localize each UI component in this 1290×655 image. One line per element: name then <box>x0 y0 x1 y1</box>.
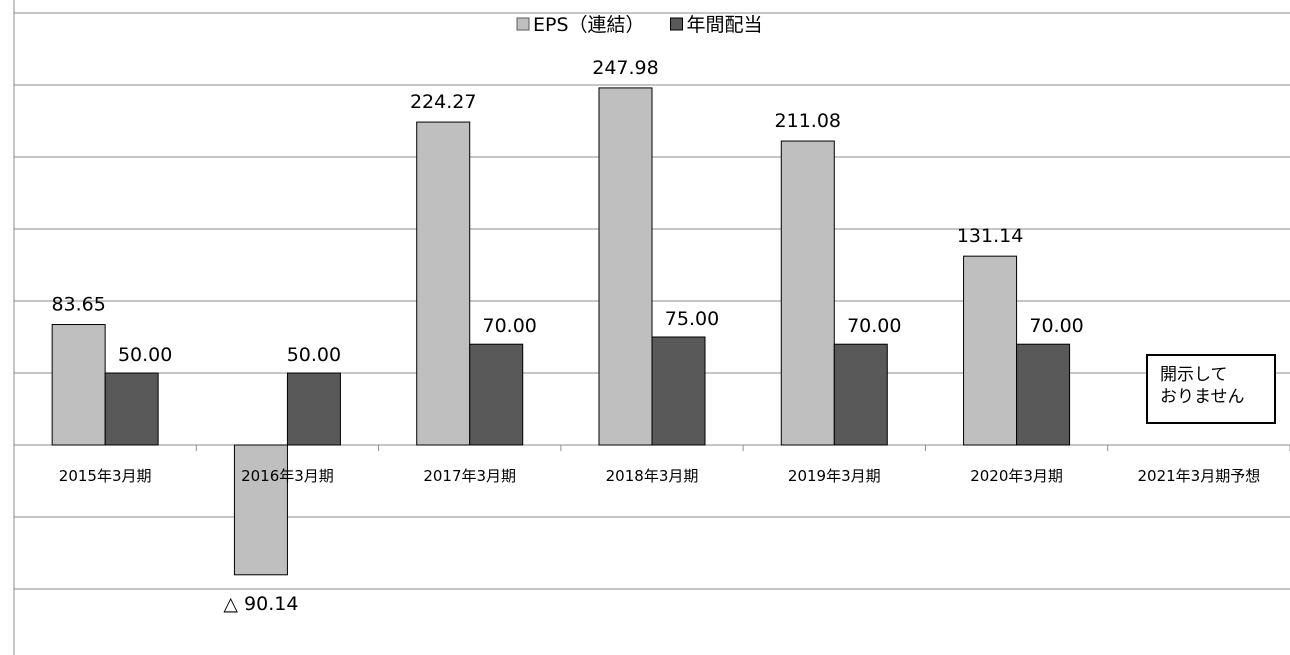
x-tick-label: 2021年3月期予想 <box>1137 467 1260 485</box>
data-label-eps: 211.08 <box>775 110 841 132</box>
bar-dividend <box>1016 343 1071 446</box>
data-label-dividend: 70.00 <box>847 315 901 337</box>
bar-dividend <box>651 336 706 446</box>
bars <box>51 87 1071 576</box>
data-label-dividend: 70.00 <box>1029 315 1083 337</box>
legend-swatch-dividend <box>670 17 684 31</box>
bar-dividend <box>286 372 341 446</box>
bar-eps <box>780 140 835 446</box>
data-label-dividend: 50.00 <box>118 344 172 366</box>
data-label-eps: 247.98 <box>592 57 658 79</box>
no-forecast-note-line-1: 開示して <box>1160 365 1228 385</box>
x-tick-label: 2015年3月期 <box>59 467 152 485</box>
bar-dividend <box>104 372 159 446</box>
data-label-eps: △ 90.14 <box>223 593 298 615</box>
bar-dividend <box>833 343 888 446</box>
category-tick-labels: 2015年3月期 2016年3月期 2017年3月期 2018年3月期 2019年3月期… <box>59 467 1260 485</box>
x-tick-label: 2018年3月期 <box>606 467 699 485</box>
bar-eps <box>416 121 471 446</box>
data-label-dividend: 75.00 <box>665 308 719 330</box>
legend-label-dividend: 年間配当 <box>687 14 763 36</box>
no-forecast-note: 開示して おりません <box>1146 354 1276 424</box>
legend-label-eps: EPS（連結） <box>533 14 645 36</box>
x-tick-label: 2017年3月期 <box>423 467 516 485</box>
x-tick-label: 2020年3月期 <box>970 467 1063 485</box>
data-label-eps: 131.14 <box>957 225 1023 247</box>
bar-dividend <box>469 343 524 446</box>
data-label-dividend: 70.00 <box>483 315 537 337</box>
bar-eps <box>51 324 106 446</box>
x-tick-label: 2019年3月期 <box>788 467 881 485</box>
data-label-eps: 83.65 <box>51 294 105 316</box>
x-tick-label: 2016年3月期 <box>241 467 334 485</box>
bar-eps <box>233 444 288 576</box>
bar-eps <box>598 87 653 446</box>
data-label-dividend: 50.00 <box>287 344 341 366</box>
legend-swatch-eps <box>516 17 530 31</box>
data-label-eps: 224.27 <box>410 91 476 113</box>
no-forecast-note-line-2: おりません <box>1160 387 1245 407</box>
data-labels: 83.65 50.00 △ 90.14 50.00 224.27 70.00 247.98 7… <box>51 57 1083 615</box>
legend: EPS（連結） 年間配当 <box>516 14 763 36</box>
bar-eps <box>963 255 1018 446</box>
